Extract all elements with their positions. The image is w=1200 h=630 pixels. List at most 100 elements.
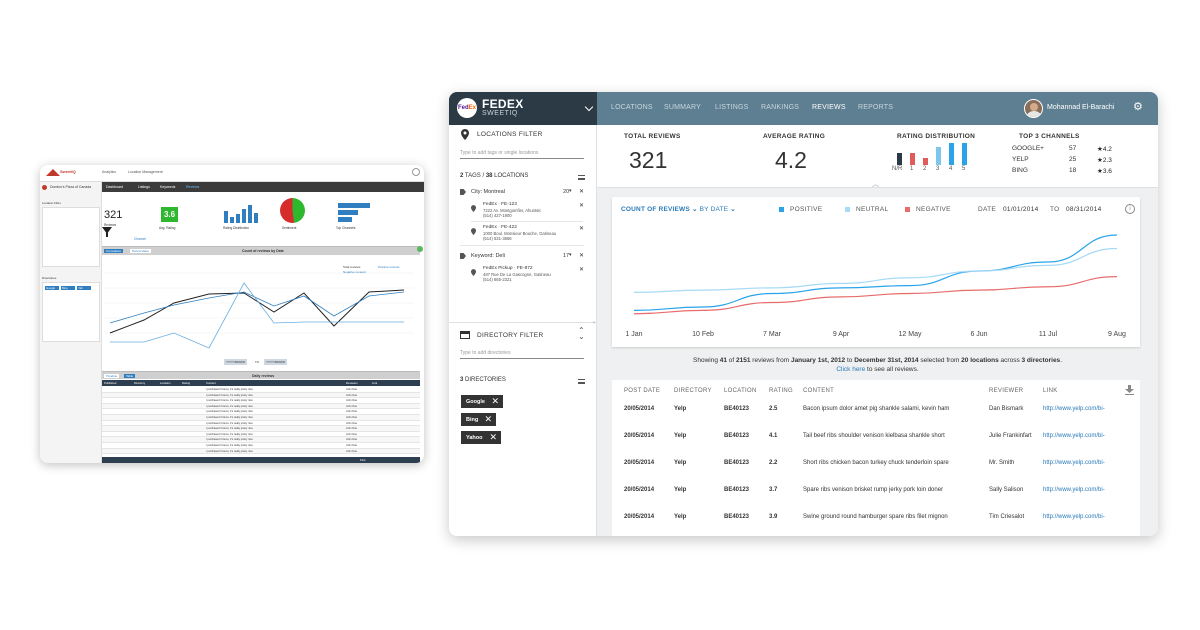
legacy-filter-icon[interactable] — [102, 227, 112, 237]
legacy-table-row[interactable]: I purchased 3 items, it's really pretty … — [102, 398, 420, 404]
legacy-tab-timeline[interactable]: Timeline — [104, 373, 120, 378]
legacy-col-directory[interactable]: Directory — [134, 381, 146, 385]
download-icon[interactable] — [1125, 385, 1134, 395]
locations-filter-input[interactable]: Type to add tags or single locations — [460, 147, 584, 159]
group-expand-icon[interactable]: ▾ — [569, 188, 572, 194]
legacy-directories-box[interactable]: Google Bing Yah — [42, 282, 100, 342]
col-content[interactable]: CONTENT — [803, 388, 835, 394]
remove-location-icon[interactable]: ✕ — [579, 226, 585, 232]
user-avatar[interactable] — [1024, 99, 1043, 118]
cell-link[interactable]: http://www.yelp.com/bi- — [1043, 406, 1105, 412]
nav-summary[interactable]: SUMMARY — [664, 104, 702, 111]
cell-link[interactable]: http://www.yelp.com/bi- — [1043, 487, 1105, 493]
nav-locations[interactable]: LOCATIONS — [611, 104, 653, 111]
remove-location-icon[interactable]: ✕ — [579, 267, 585, 273]
legacy-table-row[interactable]: I purchased 3 items, it's really pretty … — [102, 415, 420, 421]
legacy-date-to[interactable]: YYYY/MM/DD — [264, 359, 288, 365]
info-icon[interactable]: i — [1125, 204, 1135, 214]
nav-listings[interactable]: LISTINGS — [715, 104, 749, 111]
col-reviewer[interactable]: REVIEWER — [989, 388, 1024, 394]
remove-location-icon[interactable]: ✕ — [579, 203, 585, 209]
directory-filter-input[interactable]: Type to add directories — [460, 347, 584, 359]
directory-chip-yahoo[interactable]: Yahoo ✕ — [461, 431, 501, 444]
legacy-chip-bing[interactable]: Bing — [61, 286, 75, 290]
legacy-table-row[interactable]: I purchased 3 items, it's really pretty … — [102, 448, 420, 455]
table-row[interactable]: 20/05/2014 Yelp BE40123 4.1 Tail beef ribs s… — [612, 433, 1140, 447]
legacy-col-reviewer[interactable]: Reviewer — [346, 381, 358, 385]
directory-chip-bing[interactable]: Bing ✕ — [461, 413, 496, 426]
chevron-down-icon[interactable] — [584, 102, 594, 112]
col-directory[interactable]: DIRECTORY — [674, 388, 712, 394]
location-item[interactable]: FedEx Pickup · FE-872 487 Rue De La Gasc… — [483, 266, 551, 282]
legacy-table-row[interactable]: I purchased 3 items, it's really pretty … — [102, 409, 420, 415]
legacy-link-location-management[interactable]: Location Management — [128, 170, 163, 174]
gear-icon[interactable]: ⚙ — [1133, 101, 1143, 113]
legacy-table-row[interactable]: I purchased 3 items, it's really pretty … — [102, 426, 420, 432]
legacy-table-row[interactable]: I purchased 3 items, it's really pretty … — [102, 431, 420, 438]
legacy-col-published[interactable]: Published — [104, 381, 117, 385]
legacy-sentiment-pie — [280, 198, 305, 223]
col-link[interactable]: LINK — [1043, 388, 1058, 394]
rating-axis-label: N/R — [892, 166, 903, 172]
legacy-nav-keywords[interactable]: Keywords — [160, 185, 176, 189]
collapse-panel-icon[interactable]: ‹ — [593, 320, 595, 326]
legacy-location-filter-box[interactable] — [42, 207, 100, 267]
brand-header[interactable]: Fed Ex FEDEX SWEETIQ — [449, 92, 597, 125]
divider — [471, 221, 583, 222]
legacy-tab-cumulative[interactable]: Cumulative — [104, 249, 124, 253]
table-row[interactable]: 20/05/2014 Yelp BE40123 3.7 Spare ribs venis… — [612, 487, 1140, 501]
date-to-input[interactable]: 08/31/2014 — [1066, 206, 1102, 213]
see-all-reviews-link[interactable]: Click here — [836, 366, 866, 373]
legacy-close-icon[interactable] — [412, 168, 420, 176]
chevron-up-icon[interactable]: ︿ — [872, 181, 879, 188]
legacy-col-rating[interactable]: Rating — [182, 381, 191, 385]
legacy-table-row[interactable]: I purchased 3 items, it's really pretty … — [102, 420, 420, 427]
col-post-date[interactable]: POST DATE — [624, 388, 661, 394]
legacy-nav-listings[interactable]: Listings — [138, 185, 150, 189]
legacy-tab-period-value[interactable]: Period Value — [130, 249, 151, 253]
directory-chip-google[interactable]: Google ✕ — [461, 395, 503, 408]
group-expand-icon[interactable]: ▾ — [569, 252, 572, 258]
legacy-sentiment-label: Sentiment — [282, 226, 297, 230]
table-row[interactable]: 20/05/2014 Yelp BE40123 2.5 Bacon ipsum dolo… — [612, 406, 1140, 420]
cell-link[interactable]: http://www.yelp.com/bi- — [1043, 433, 1105, 439]
user-name[interactable]: Mohannad El-Barachi — [1047, 104, 1115, 111]
cell-link[interactable]: http://www.yelp.com/bi- — [1043, 514, 1105, 520]
legacy-nav-reviews[interactable]: Reviews — [186, 185, 200, 189]
chart-title-selector[interactable]: COUNT OF REVIEWS ⌄ BY DATE ⌄ — [621, 206, 736, 213]
cell-link[interactable]: http://www.yelp.com/bi- — [1043, 460, 1105, 466]
legacy-table-row[interactable]: I purchased 3 items, it's really pretty … — [102, 443, 420, 449]
legacy-table-row[interactable]: I purchased 3 items, it's really pretty … — [102, 392, 420, 399]
location-item[interactable]: FedEx · FE-123 7222 Av. Montgomfier, Ahu… — [483, 202, 542, 218]
legacy-link-analytics[interactable]: Analytics — [102, 170, 117, 174]
legacy-chip-yahoo[interactable]: Yah — [77, 286, 91, 290]
table-row[interactable]: 20/05/2014 Yelp BE40123 2.2 Short ribs chick… — [612, 460, 1140, 474]
list-menu-icon[interactable] — [578, 379, 585, 384]
list-menu-icon[interactable] — [578, 175, 585, 180]
legacy-tab-table[interactable]: Table — [124, 373, 136, 378]
legacy-table-row[interactable]: I purchased 3 items, it's really pretty … — [102, 387, 420, 393]
nav-rankings[interactable]: RANKINGS — [761, 104, 800, 111]
legacy-refresh-icon[interactable] — [417, 246, 423, 252]
nav-reviews[interactable]: REVIEWS — [812, 104, 846, 111]
col-location[interactable]: LOCATION — [724, 388, 757, 394]
legacy-chip-google[interactable]: Google — [45, 286, 59, 290]
rating-bar — [910, 153, 915, 165]
legacy-col-location[interactable]: Location — [160, 381, 171, 385]
legacy-table-row[interactable]: I purchased 3 items, it's really pretty … — [102, 437, 420, 443]
col-rating[interactable]: RATING — [769, 388, 794, 394]
location-item[interactable]: FedEx · FE-422 1000 Boul. Monsieur Bouch… — [483, 225, 557, 241]
legacy-date-from[interactable]: YYYY/MM/DD — [224, 359, 248, 365]
table-row[interactable]: 20/05/2014 Yelp BE40123 3.9 Swine ground rou… — [612, 514, 1140, 528]
collapse-icon[interactable]: ⌃ ⌄ — [578, 326, 585, 341]
legacy-pagination-first[interactable]: First — [360, 458, 366, 462]
legacy-cell-reviewer: John Doe — [346, 421, 358, 425]
legacy-col-link[interactable]: Link — [372, 381, 378, 385]
legacy-nav-dashboard[interactable]: Dashboard — [106, 185, 124, 189]
date-from-input[interactable]: 01/01/2014 — [1003, 206, 1039, 213]
group-remove-icon[interactable]: ✕ — [579, 189, 585, 195]
nav-reports[interactable]: REPORTS — [858, 104, 894, 111]
legacy-table-row[interactable]: I purchased 3 items, it's really pretty … — [102, 403, 420, 410]
group-remove-icon[interactable]: ✕ — [579, 253, 585, 259]
legacy-col-content[interactable]: Content — [206, 381, 216, 385]
